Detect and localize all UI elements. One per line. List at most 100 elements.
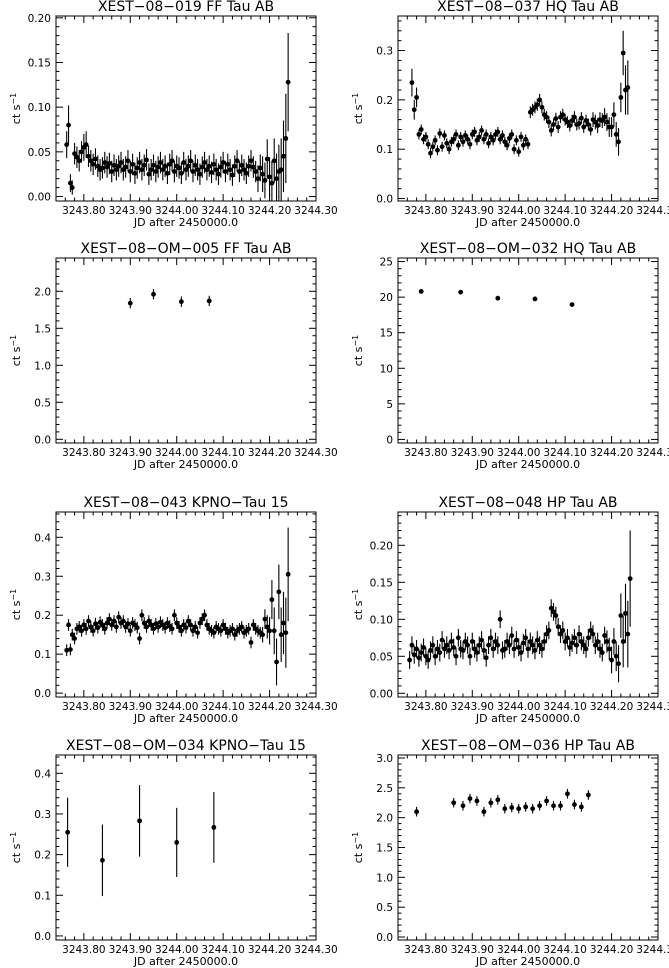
y-tick-label: 2.0 [376,813,393,825]
data-point [532,296,538,302]
data-point [583,118,589,123]
data-point [220,622,226,628]
data-point [246,626,252,632]
data-series [64,527,291,686]
y-tick-label: 0.0 [34,434,51,446]
y-axis-label-exponent: −1 [351,335,360,347]
data-point [123,164,129,170]
data-point [225,161,231,167]
data-point [502,139,508,145]
data-point [544,798,549,804]
data-point [148,622,154,628]
data-point [67,180,73,186]
data-point [155,624,161,630]
x-tick-label: 3244.30 [294,944,337,956]
data-point [130,161,136,167]
data-point [264,156,270,162]
data-point [481,647,487,653]
x-tick-label: 3244.00 [497,701,540,713]
x-tick-label: 3244.10 [543,701,586,713]
y-tick-label: 0.10 [28,102,51,114]
data-point [578,639,584,644]
panel-title: XEST−08−019 FF Tau AB [98,0,274,15]
y-tick-label: 1.5 [34,323,51,335]
data-point [455,635,461,641]
data-point [90,628,96,634]
data-point [227,167,233,173]
data-point [269,597,275,603]
y-tick-label: 15 [380,328,393,340]
data-point [409,642,415,648]
data-point [493,639,498,644]
data-point [64,142,70,148]
data-point [423,134,429,140]
data-point [574,642,580,648]
y-tick-label: 0.05 [370,651,393,663]
data-point [192,162,198,168]
data-point [414,809,419,815]
data-point [442,132,447,138]
data-point [248,640,254,645]
y-axis-label: ct s−1 [351,335,365,366]
data-point [216,171,221,177]
data-series [407,530,633,683]
data-point [127,300,133,306]
y-axis-label-exponent: −1 [351,832,360,844]
data-point [606,646,612,652]
x-tick-label: 3244.20 [590,944,633,956]
y-tick-label: 0.3 [34,571,51,583]
x-tick-label: 3243.80 [404,205,447,217]
data-point [257,165,263,171]
x-tick-label: 3243.90 [451,447,494,459]
y-tick-label: 0.20 [370,540,393,552]
data-point [160,167,166,173]
data-point [523,635,529,641]
data-point [460,139,466,145]
data-point [435,147,440,153]
y-axis-label-exponent: −1 [9,832,18,844]
x-tick-label: 3243.80 [62,701,105,713]
data-point [190,169,196,174]
data-point [218,164,224,170]
data-point [572,635,577,641]
data-point [609,124,614,130]
panel-title: XEST−08−OM−036 HP Tau AB [421,738,635,754]
data-point [483,655,489,661]
data-point [171,612,177,618]
data-point [439,144,445,150]
data-point [523,804,529,810]
data-point [509,132,515,137]
x-tick-label: 3243.90 [109,701,152,713]
data-point [146,618,152,624]
y-tick-label: 0.2 [34,610,51,622]
data-point [414,95,419,100]
data-point [418,289,424,294]
data-point [267,174,272,180]
y-axis-label: ct s−1 [351,589,365,620]
x-tick-label: 3244.20 [248,701,291,713]
data-point [278,167,284,173]
data-point [474,137,480,143]
data-point [613,653,619,659]
x-tick-label: 3244.30 [294,205,337,217]
data-point [560,112,566,118]
data-point [264,624,270,630]
data-point [595,123,601,128]
data-point [79,628,84,634]
data-point [507,135,512,141]
data-point [109,169,115,174]
data-point [411,107,417,113]
data-point [416,655,422,661]
data-point [88,624,94,630]
data-point [534,102,540,108]
y-tick-label: 0.15 [28,57,51,69]
data-point [509,633,515,638]
data-point [79,149,84,155]
data-point [262,616,268,622]
x-tick-label: 3244.00 [155,447,198,459]
data-point [444,140,450,146]
data-point [425,141,431,147]
data-point [444,642,450,648]
